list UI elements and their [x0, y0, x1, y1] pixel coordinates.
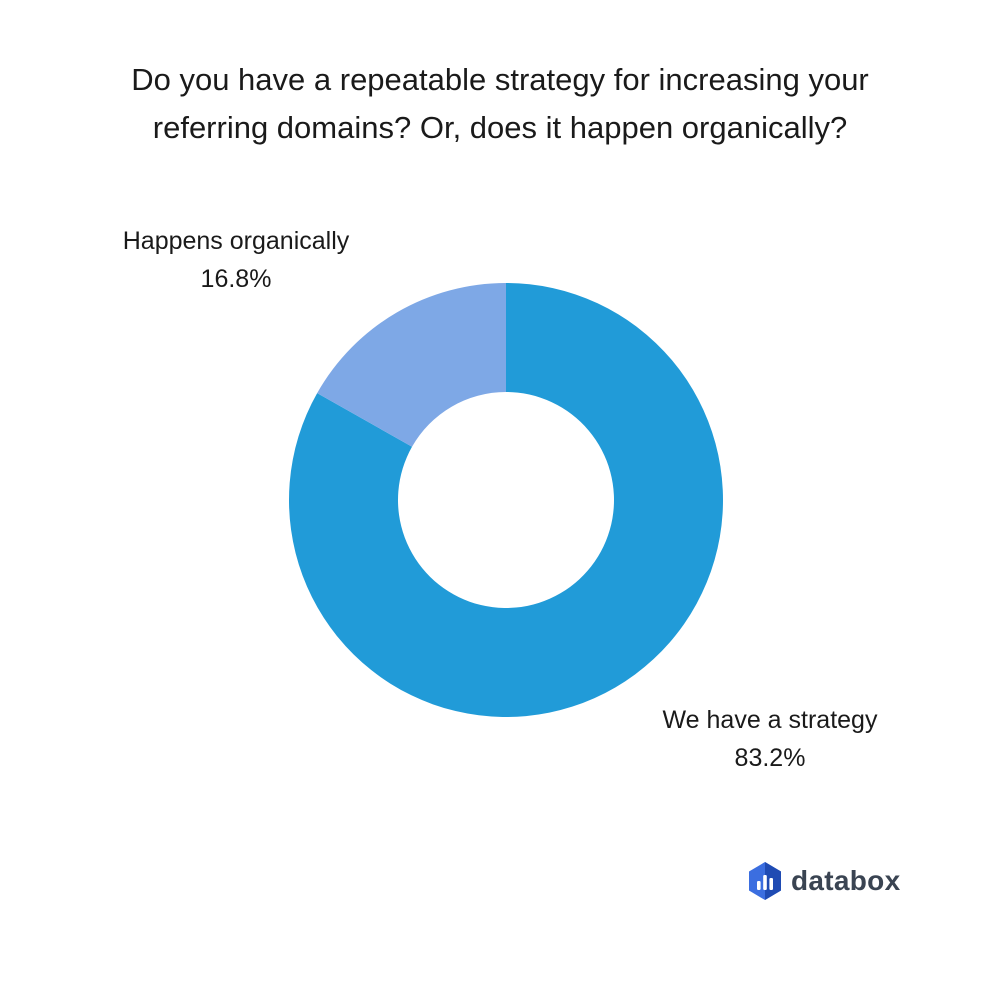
slice-label-we-have-a-strategy: We have a strategy 83.2% — [620, 701, 920, 777]
chart-title-line-2: referring domains? Or, does it happen or… — [152, 110, 848, 145]
slice-label-value: 83.2% — [734, 744, 806, 772]
donut-slice-we-have-a-strategy — [289, 283, 724, 718]
slice-label-value: 16.8% — [200, 265, 272, 293]
brand-logo: databox — [748, 862, 900, 900]
databox-logo-icon — [749, 862, 781, 900]
chart-title-line-1: Do you have a repeatable strategy for in… — [131, 62, 869, 97]
slice-label-happens-organically: Happens organically 16.8% — [86, 222, 386, 298]
donut-slice-happens-organically — [317, 283, 506, 447]
chart-title: Do you have a repeatable strategy for in… — [40, 56, 960, 152]
slice-label-name: Happens organically — [122, 227, 350, 255]
donut-slices — [289, 283, 724, 718]
brand-name: databox — [791, 865, 901, 896]
slice-label-name: We have a strategy — [662, 706, 878, 734]
